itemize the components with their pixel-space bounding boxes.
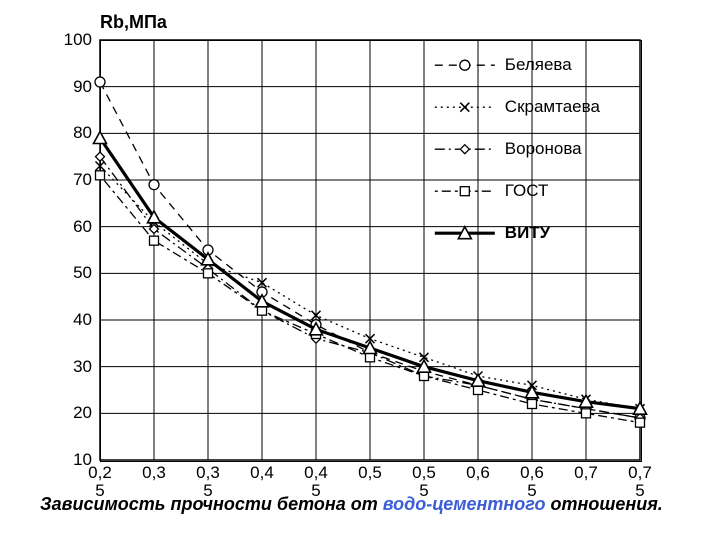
legend-label: ВИТУ (505, 223, 615, 243)
legend-item (435, 60, 495, 70)
chart-caption: Зависимость прочности бетона от водо-цем… (40, 494, 680, 515)
y-tick: 20 (44, 403, 92, 423)
y-tick: 90 (44, 77, 92, 97)
legend-label: Скрамтаева (505, 97, 615, 117)
x-tick: 0,7 (564, 464, 608, 482)
legend-label: Беляева (505, 55, 615, 75)
y-tick: 60 (44, 217, 92, 237)
legend-item (435, 145, 495, 154)
x-tick: 0,25 (78, 464, 122, 500)
x-tick: 0,3 (132, 464, 176, 482)
y-tick: 30 (44, 357, 92, 377)
x-tick: 0,4 (240, 464, 284, 482)
x-tick: 0,5 (348, 464, 392, 482)
x-tick: 0,6 (456, 464, 500, 482)
legend-label: Воронова (505, 139, 615, 159)
y-tick: 50 (44, 263, 92, 283)
y-tick: 40 (44, 310, 92, 330)
y-tick: 80 (44, 123, 92, 143)
x-tick: 0,65 (510, 464, 554, 500)
legend-item (435, 103, 495, 112)
x-tick: 0,45 (294, 464, 338, 500)
x-tick: 0,75 (618, 464, 662, 500)
chart-svg (0, 0, 720, 540)
legend-label: ГОСТ (505, 181, 615, 201)
legend-item (435, 187, 495, 196)
chart-container: { "chart": { "type": "line", "y_axis_tit… (0, 0, 720, 540)
y-tick: 100 (44, 30, 92, 50)
x-tick: 0,55 (402, 464, 446, 500)
legend-item (435, 227, 495, 239)
x-tick: 0,35 (186, 464, 230, 500)
y-tick: 70 (44, 170, 92, 190)
